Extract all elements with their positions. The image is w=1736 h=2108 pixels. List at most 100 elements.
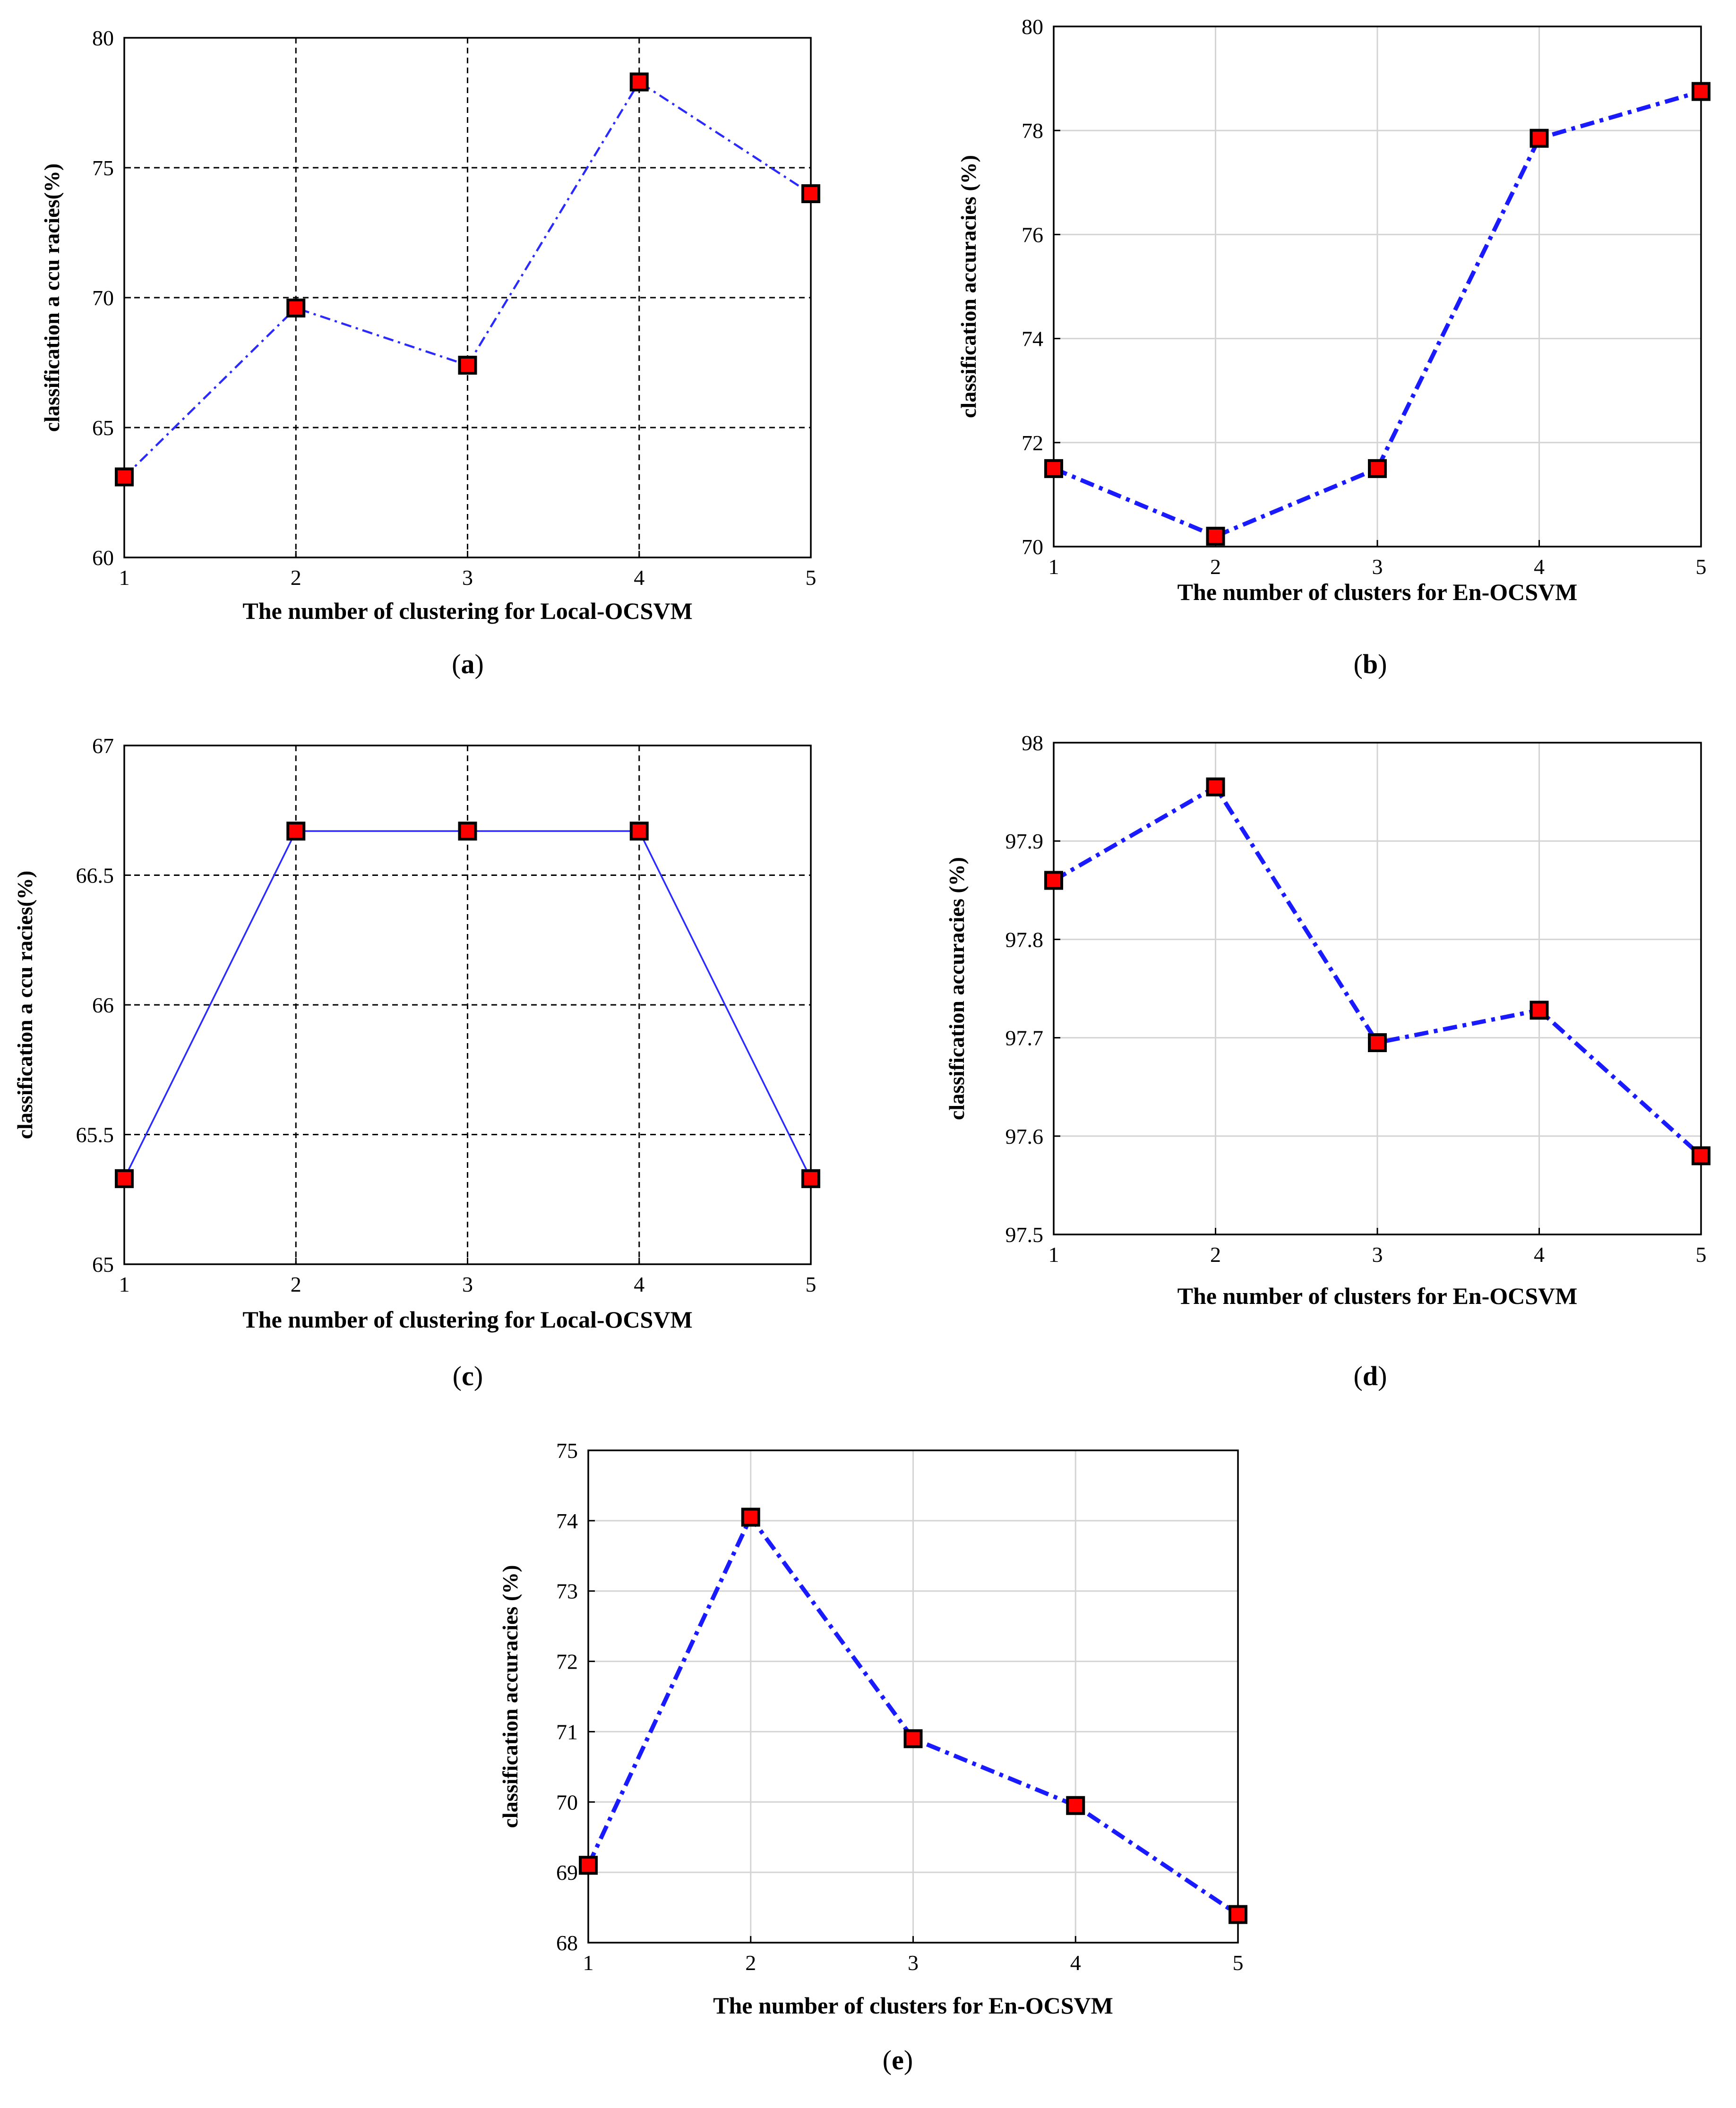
y-tick-label: 71	[556, 1720, 578, 1744]
y-tick-label: 80	[1022, 15, 1043, 39]
x-tick-label: 3	[908, 1951, 919, 1975]
chart-panel-c: 1 2 3 4 5 65 65.5 66 66.5 67 The number of cluster…	[13, 734, 820, 1391]
x-tick-label: 2	[1210, 1243, 1221, 1267]
y-tick-label: 97.8	[1006, 927, 1044, 951]
y-tick-label: 97.5	[1006, 1223, 1044, 1247]
x-axis-label: The number of clusters for En-OCSVM	[1177, 579, 1578, 605]
series-line-0	[586, 1515, 1239, 1917]
x-tick-label: 5	[1696, 555, 1707, 579]
data-point-marker	[458, 822, 477, 841]
data-point-marker	[115, 1169, 134, 1188]
chart-panel-d: 1 2 3 4 5 97.5 97.6 97.7 97.8 97.9 98 The number of…	[945, 731, 1710, 1391]
y-tick-label: 97.6	[1006, 1124, 1044, 1148]
caption-open-paren: (	[883, 2045, 892, 2075]
x-tick-label: 2	[291, 566, 301, 590]
data-point-marker	[1229, 1905, 1247, 1924]
y-axis-label: classification a ccu racies(%)	[40, 163, 64, 432]
caption-open-paren: (	[452, 649, 461, 679]
caption-letter: c	[462, 1361, 474, 1391]
data-point-marker	[741, 1508, 760, 1527]
y-tick-label: 67	[92, 734, 114, 758]
caption-letter: a	[461, 649, 475, 679]
y-tick-label: 65.5	[76, 1123, 114, 1147]
data-point-marker	[1530, 1001, 1549, 1020]
y-tick-label: 97.9	[1006, 829, 1044, 853]
data-point-marker	[1692, 82, 1710, 101]
y-tick-label: 97.7	[1006, 1026, 1044, 1050]
panel-caption: (c)	[453, 1361, 483, 1391]
y-axis-label: classification accuracies (%)	[956, 155, 980, 418]
data-point-marker	[286, 822, 306, 841]
data-point-marker	[629, 72, 649, 92]
caption-open-paren: (	[1354, 1361, 1363, 1391]
panel-caption: (d)	[1354, 1361, 1387, 1391]
x-tick-label: 2	[1210, 555, 1221, 579]
data-point-marker	[458, 356, 477, 375]
data-point-marker	[629, 822, 649, 841]
panel-caption: (a)	[452, 649, 484, 679]
x-tick-label: 4	[634, 1272, 645, 1296]
caption-letter: e	[892, 2045, 904, 2075]
y-tick-label: 65	[92, 1252, 114, 1277]
x-tick-label: 1	[119, 1272, 130, 1296]
x-tick-label: 5	[1233, 1951, 1244, 1975]
caption-close-paren: )	[1378, 1361, 1387, 1391]
data-point-marker	[115, 467, 134, 487]
x-tick-label: 4	[634, 566, 645, 590]
data-point-marker	[1368, 1033, 1387, 1053]
x-axis-label: The number of clusters for En-OCSVM	[713, 1992, 1113, 2019]
caption-letter: b	[1363, 649, 1378, 679]
x-tick-label: 3	[1372, 555, 1383, 579]
y-tick-label: 78	[1022, 119, 1043, 143]
x-tick-label: 5	[1696, 1243, 1707, 1267]
data-point-marker	[1206, 526, 1225, 546]
y-tick-label: 70	[92, 286, 114, 310]
data-point-marker	[1530, 129, 1549, 148]
y-tick-label: 73	[556, 1579, 578, 1603]
y-tick-label: 75	[556, 1439, 578, 1463]
y-tick-label: 76	[1022, 223, 1043, 247]
data-point-marker	[286, 299, 306, 317]
data-point-marker	[801, 1169, 820, 1188]
y-tick-label: 66	[92, 993, 114, 1017]
x-tick-label: 1	[583, 1951, 594, 1975]
data-point-marker	[1692, 1146, 1710, 1165]
y-tick-label: 70	[556, 1790, 578, 1814]
series-line-0	[123, 81, 812, 478]
x-tick-label: 1	[1048, 1243, 1059, 1267]
x-tick-label: 4	[1534, 555, 1545, 579]
x-tick-label: 5	[806, 1272, 816, 1296]
y-tick-label: 65	[92, 416, 114, 440]
x-axis-label: The number of clustering for Local-OCSVM	[242, 598, 692, 624]
x-tick-label: 3	[462, 1272, 473, 1296]
y-tick-label: 80	[92, 26, 114, 50]
data-point-marker	[579, 1856, 598, 1875]
caption-open-paren: (	[453, 1361, 462, 1391]
y-axis-label: classification a ccu racies(%)	[13, 871, 37, 1139]
chart-panel-e: 1 2 3 4 5 68 69 70 71 72 73 74 75 The number of clust…	[498, 1439, 1247, 2075]
caption-close-paren: )	[474, 1361, 483, 1391]
y-axis-label: classification accuracies (%)	[498, 1565, 522, 1828]
caption-open-paren: (	[1354, 649, 1363, 679]
x-axis-label: The number of clusters for En-OCSVM	[1177, 1283, 1578, 1309]
caption-close-paren: )	[1378, 649, 1387, 679]
x-tick-label: 1	[1048, 555, 1059, 579]
y-tick-label: 60	[92, 546, 114, 570]
y-tick-label: 75	[92, 156, 114, 180]
chart-panel-a: 1 2 3 4 5 60 65 70 75 80 The number of clustering …	[40, 26, 820, 679]
x-tick-label: 3	[1372, 1243, 1383, 1267]
panel-caption: (e)	[883, 2045, 913, 2075]
x-tick-label: 1	[119, 566, 130, 590]
y-tick-label: 66.5	[76, 864, 114, 888]
chart-panel-b: 1 2 3 4 5 70 72 74 76 78 80 The number of clusters …	[956, 15, 1710, 679]
y-tick-label: 74	[556, 1509, 578, 1533]
data-point-marker	[1206, 777, 1225, 797]
y-tick-label: 70	[1022, 535, 1043, 559]
series-line-0	[1053, 89, 1702, 539]
data-point-marker	[1044, 871, 1063, 890]
x-tick-label: 3	[462, 566, 473, 590]
panel-caption: (b)	[1354, 649, 1387, 679]
x-tick-label: 5	[806, 566, 816, 590]
x-tick-label: 2	[291, 1272, 301, 1296]
